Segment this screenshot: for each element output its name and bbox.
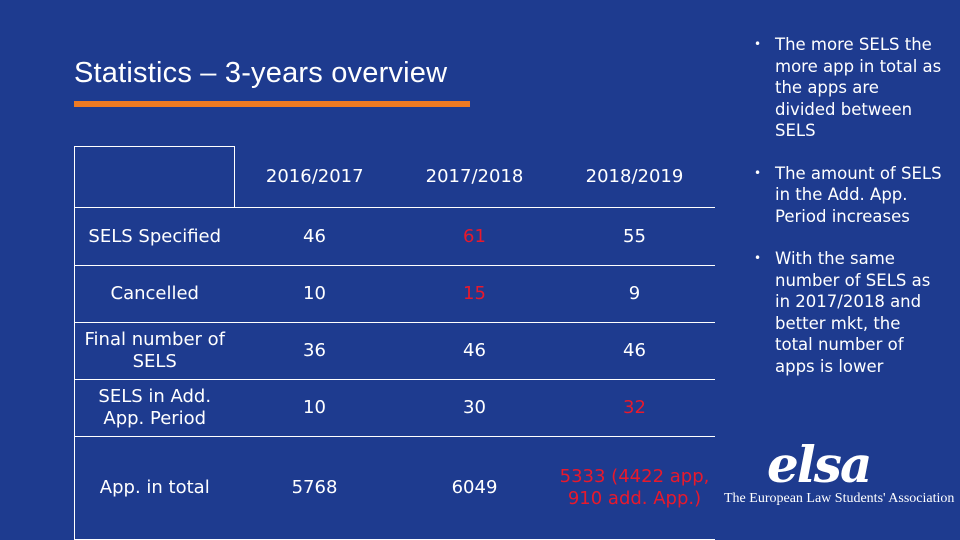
logo-wordmark: elsa — [767, 435, 872, 494]
bullet-text: The more SELS the more app in total as t… — [775, 35, 942, 140]
bullet-text: The amount of SELS in the Add. App. Peri… — [775, 163, 942, 226]
table-cell: 5333 (4422 app, 910 add. App.) — [554, 436, 715, 540]
table-cell: 15 — [394, 265, 555, 323]
row-label: App. in total — [74, 436, 235, 540]
table-cell: 32 — [554, 379, 715, 437]
elsa-logo: elsa The European Law Students' Associat… — [720, 435, 954, 510]
table-cell: 36 — [234, 322, 395, 380]
table-cell: 10 — [234, 379, 395, 437]
table-header-2017-2018: 2017/2018 — [425, 165, 524, 187]
bullet-item: • With the same number of SELS as in 2017… — [752, 248, 942, 377]
row-label: SELS Specified — [74, 207, 235, 266]
table-row: SELS in Add. App. Period 10 30 32 — [74, 379, 715, 437]
statistics-table: 2016/2017 2017/2018 2018/2019 SELS Speci… — [74, 146, 715, 540]
table-header-empty — [74, 146, 235, 208]
logo-subtitle: The European Law Students' Association — [724, 491, 955, 506]
table-cell: 5768 — [234, 436, 395, 540]
table-cell: 55 — [554, 207, 715, 266]
row-label: Final number of SELS — [74, 322, 235, 380]
table-cell: 10 — [234, 265, 395, 323]
table-row: App. in total 5768 6049 5333 (4422 app, … — [74, 436, 715, 540]
bullet-text: With the same number of SELS as in 2017/… — [775, 249, 931, 376]
title-underline — [74, 101, 470, 107]
table-header-2018-2019: 2018/2019 — [585, 165, 684, 187]
slide-title: Statistics – 3-years overview — [74, 57, 448, 89]
table-cell: 46 — [554, 322, 715, 380]
table-header-2016-2017: 2016/2017 — [265, 165, 364, 187]
bullet-dot-icon: • — [754, 251, 762, 265]
table-row: SELS Specified 46 61 55 — [74, 207, 715, 266]
table-cell: 61 — [394, 207, 555, 266]
table-cell: 30 — [394, 379, 555, 437]
table-row: Cancelled 10 15 9 — [74, 265, 715, 323]
bullet-dot-icon: • — [754, 165, 762, 180]
table-cell: 46 — [234, 207, 395, 266]
bullet-list: • The more SELS the more app in total as … — [752, 34, 942, 398]
bullet-item: • The amount of SELS in the Add. App. Per… — [752, 163, 942, 228]
row-label: SELS in Add. App. Period — [74, 379, 235, 437]
table-cell: 9 — [554, 265, 715, 323]
table-cell: 6049 — [394, 436, 555, 540]
table-row: Final number of SELS 36 46 46 — [74, 322, 715, 380]
bullet-item: • The more SELS the more app in total as … — [752, 34, 942, 142]
row-label: Cancelled — [74, 265, 235, 323]
table-cell: 46 — [394, 322, 555, 380]
table-header-row: 2016/2017 2017/2018 2018/2019 — [74, 146, 715, 208]
bullet-dot-icon: • — [754, 37, 762, 51]
